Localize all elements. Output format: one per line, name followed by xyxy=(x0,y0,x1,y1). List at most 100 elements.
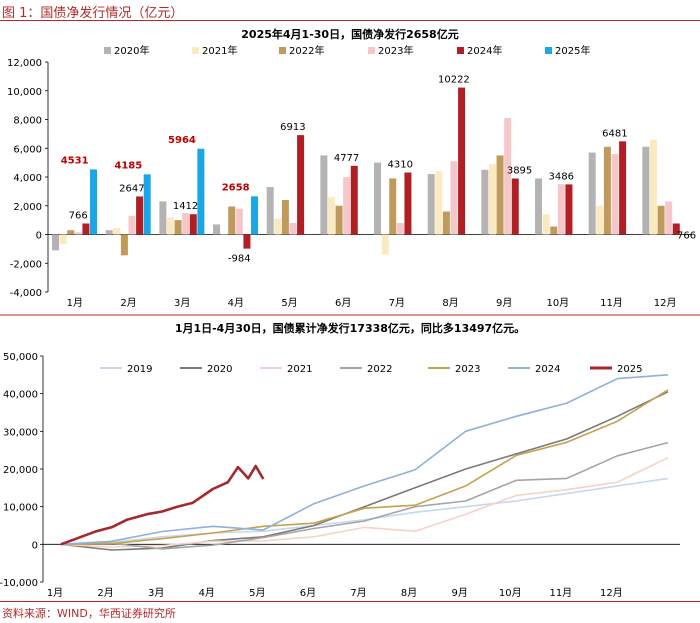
y-tick-label: 20,000 xyxy=(3,465,38,476)
data-label-2025: 2658 xyxy=(222,182,250,193)
bar-2020年-7月 xyxy=(374,162,382,235)
y-tick-label: 0 xyxy=(36,231,42,242)
bar-2023年-6月 xyxy=(343,177,351,235)
y-tick-label: 8,000 xyxy=(13,116,42,127)
series-line-2022 xyxy=(60,441,669,550)
bar-2024年-10月 xyxy=(565,184,573,235)
x-tick-label: 5月 xyxy=(249,587,265,599)
y-tick-label: 12,000 xyxy=(7,58,42,69)
series-line-2021 xyxy=(60,456,669,548)
bar-2022年-5月 xyxy=(281,200,289,235)
bar-2020年-1月 xyxy=(52,234,60,251)
data-label-2024: -984 xyxy=(228,254,251,265)
cumulative-issuance-line-chart: 1月1日-4月30日，国债累计净发行17338亿元，同比多13497亿元。 201… xyxy=(0,314,700,599)
data-label-2024: 2647 xyxy=(119,183,144,194)
bar-2020年-11月 xyxy=(588,152,596,235)
series-line-2024 xyxy=(60,374,669,546)
bar-2021年-2月 xyxy=(113,228,121,235)
x-tick-label: 3月 xyxy=(148,587,164,599)
series-line-2025 xyxy=(60,464,265,546)
data-label-2024: 1412 xyxy=(173,201,198,212)
y-tick-label: 30,000 xyxy=(3,427,38,438)
legend-swatch-2025年 xyxy=(545,47,552,54)
data-label-2024: 6481 xyxy=(602,128,627,139)
data-label-2024: 6913 xyxy=(280,122,305,133)
bar-2022年-11月 xyxy=(603,146,611,235)
x-tick-label: 3月 xyxy=(174,297,190,309)
bar-2023年-2月 xyxy=(128,215,136,235)
bar-2024年-6月 xyxy=(350,165,358,235)
x-tick-label: 10月 xyxy=(499,587,522,599)
bar-2025年-4月 xyxy=(251,196,259,235)
x-tick-label: 2月 xyxy=(97,587,113,599)
bar-2022年-7月 xyxy=(389,178,397,235)
bar-2025年-2月 xyxy=(143,174,151,235)
legend-label-2019: 2019 xyxy=(127,364,152,375)
bar-2024年-2月 xyxy=(136,196,144,235)
net-issuance-bar-chart: 2025年4月1-30日，国债净发行2658亿元 2020年 2021年 2022年 2… xyxy=(7,27,696,309)
x-tick-label: 11月 xyxy=(600,297,623,309)
y-tick-label: -2,000 xyxy=(10,259,42,270)
series-line-2023 xyxy=(60,389,669,546)
bar-2020年-2月 xyxy=(105,230,113,235)
x-tick-label: 6月 xyxy=(300,587,316,599)
bar-2021年-4月 xyxy=(220,234,228,235)
x-tick-label: 7月 xyxy=(350,587,366,599)
bar-2024年-4月 xyxy=(243,234,251,249)
legend-label-2024年: 2024年 xyxy=(467,44,502,57)
bar-2024年-11月 xyxy=(619,141,627,235)
data-label-2024: 3486 xyxy=(549,171,574,182)
legend-swatch-2020年 xyxy=(104,47,111,54)
x-tick-label: 9月 xyxy=(451,587,467,599)
bar-2021年-11月 xyxy=(596,205,604,235)
data-label-2024: 766 xyxy=(69,210,88,221)
legend-swatch-2024年 xyxy=(457,47,464,54)
legend-label-2020: 2020 xyxy=(207,364,232,375)
bar-2022年-2月 xyxy=(120,234,128,256)
bar-2020年-10月 xyxy=(535,178,543,235)
bar-2024年-9月 xyxy=(511,178,519,235)
x-tick-label: 12月 xyxy=(600,587,623,599)
bar-2022年-9月 xyxy=(496,155,504,235)
legend-swatch-2023年 xyxy=(368,47,375,54)
y-tick-label: -10,000 xyxy=(0,578,38,589)
bar-2024年-12月 xyxy=(672,223,680,235)
bar-2024年-5月 xyxy=(297,135,305,235)
y-tick-label: -4,000 xyxy=(10,288,42,299)
bar-2021年-1月 xyxy=(59,234,67,244)
y-tick-label: 4,000 xyxy=(13,173,42,184)
bar-chart-title: 2025年4月1-30日，国债净发行2658亿元 xyxy=(241,27,458,41)
x-tick-label: 4月 xyxy=(199,587,215,599)
bar-2022年-12月 xyxy=(657,205,665,235)
bar-2021年-5月 xyxy=(274,218,282,235)
legend-label-2022年: 2022年 xyxy=(289,44,324,57)
data-label-2025: 5964 xyxy=(168,135,196,146)
legend-swatch-2021年 xyxy=(192,47,199,54)
bar-2023年-8月 xyxy=(450,161,458,235)
bar-2023年-7月 xyxy=(396,223,404,235)
x-tick-label: 6月 xyxy=(335,297,351,309)
bar-2020年-5月 xyxy=(266,187,274,235)
x-tick-label: 12月 xyxy=(654,297,677,309)
bar-2022年-10月 xyxy=(550,226,558,235)
legend-label-2021年: 2021年 xyxy=(202,44,237,57)
bar-2024年-8月 xyxy=(458,87,466,235)
bar-2021年-9月 xyxy=(488,164,496,235)
x-tick-label: 7月 xyxy=(389,297,405,309)
y-tick-label: 50,000 xyxy=(3,352,38,363)
y-tick-label: 10,000 xyxy=(3,503,38,514)
legend-label-2023: 2023 xyxy=(455,364,480,375)
x-tick-label: 1月 xyxy=(67,297,83,309)
data-label-2025: 4531 xyxy=(61,155,89,166)
bar-2024年-7月 xyxy=(404,172,412,235)
x-tick-label: 9月 xyxy=(496,297,512,309)
line-chart-title: 1月1日-4月30日，国债累计净发行17338亿元，同比多13497亿元。 xyxy=(175,321,525,335)
data-label-2025: 4185 xyxy=(114,160,142,171)
x-tick-label: 11月 xyxy=(549,587,572,599)
series-line-2020 xyxy=(60,391,669,551)
y-tick-label: 6,000 xyxy=(13,144,42,155)
series-line-2019 xyxy=(60,477,669,546)
y-tick-label: 2,000 xyxy=(13,202,42,213)
bar-2021年-12月 xyxy=(649,139,657,235)
bar-2023年-1月 xyxy=(74,232,82,235)
